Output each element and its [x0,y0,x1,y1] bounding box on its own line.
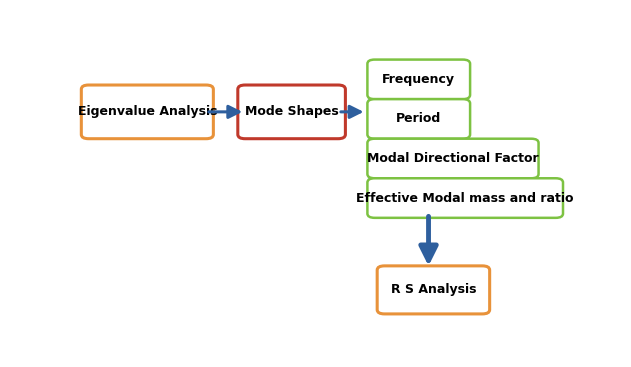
FancyBboxPatch shape [81,85,213,139]
Text: Effective Modal mass and ratio: Effective Modal mass and ratio [357,192,574,204]
FancyBboxPatch shape [238,85,345,139]
FancyBboxPatch shape [377,266,490,314]
Text: Frequency: Frequency [382,73,455,86]
FancyBboxPatch shape [367,178,563,218]
Text: Modal Directional Factor: Modal Directional Factor [367,152,539,165]
FancyBboxPatch shape [367,99,470,139]
Text: Eigenvalue Analysis: Eigenvalue Analysis [78,105,217,119]
FancyBboxPatch shape [367,59,470,99]
Text: Mode Shapes: Mode Shapes [245,105,338,119]
Text: Period: Period [396,112,441,126]
Text: R S Analysis: R S Analysis [391,283,476,297]
FancyBboxPatch shape [367,139,539,178]
